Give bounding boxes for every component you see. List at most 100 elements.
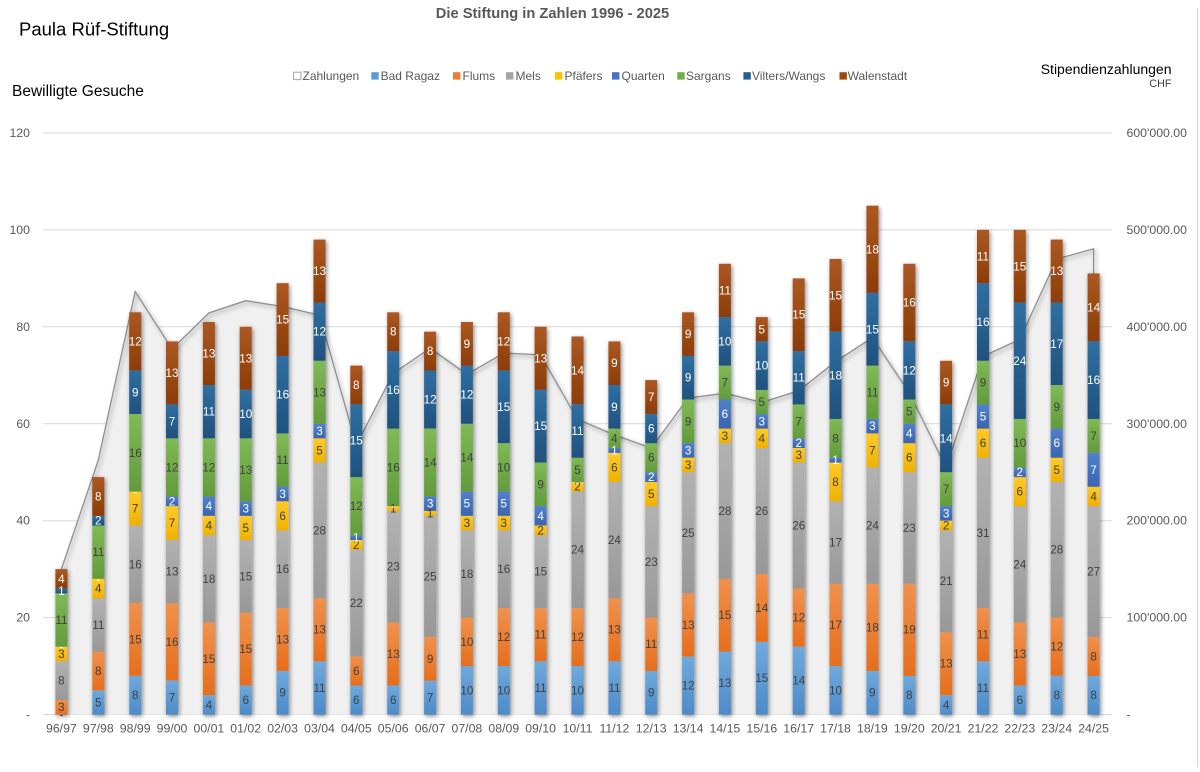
svg-text:14: 14	[792, 675, 806, 688]
svg-text:5: 5	[1053, 464, 1060, 477]
svg-text:Zahlungen: Zahlungen	[303, 69, 360, 83]
svg-text:4: 4	[537, 510, 544, 523]
svg-text:09/10: 09/10	[525, 722, 556, 736]
svg-text:12: 12	[497, 631, 510, 644]
svg-text:16: 16	[165, 636, 178, 649]
svg-text:11: 11	[793, 372, 805, 385]
svg-text:8: 8	[58, 675, 65, 688]
svg-text:24/25: 24/25	[1078, 722, 1109, 736]
svg-text:5: 5	[464, 498, 471, 511]
svg-text:9: 9	[685, 328, 692, 341]
svg-text:3: 3	[316, 425, 323, 438]
svg-text:6: 6	[353, 694, 360, 707]
svg-text:14/15: 14/15	[710, 722, 741, 736]
svg-text:21: 21	[940, 575, 953, 588]
svg-text:7: 7	[943, 483, 950, 496]
svg-text:24: 24	[571, 544, 585, 557]
svg-text:4: 4	[611, 432, 618, 445]
svg-text:15: 15	[350, 435, 364, 448]
svg-text:5: 5	[95, 696, 102, 709]
svg-text:04/05: 04/05	[341, 722, 372, 736]
svg-text:500'000.00: 500'000.00	[1127, 223, 1188, 237]
svg-text:Bewilligte Gesuche: Bewilligte Gesuche	[12, 83, 144, 100]
svg-text:5: 5	[242, 522, 249, 535]
svg-text:Stipendienzahlungen: Stipendienzahlungen	[1041, 61, 1172, 77]
svg-text:3: 3	[685, 459, 692, 472]
svg-text:00/01: 00/01	[194, 722, 225, 736]
svg-text:15: 15	[534, 420, 548, 433]
svg-text:2: 2	[943, 520, 950, 533]
svg-text:24: 24	[1013, 355, 1027, 368]
svg-text:13: 13	[940, 658, 953, 671]
svg-text:27: 27	[1087, 566, 1100, 579]
svg-text:15: 15	[497, 401, 511, 414]
svg-text:40: 40	[16, 514, 30, 528]
svg-text:13: 13	[1013, 648, 1026, 661]
svg-text:16: 16	[903, 297, 916, 310]
svg-text:6: 6	[722, 408, 729, 421]
svg-text:12: 12	[571, 631, 584, 644]
svg-text:5: 5	[316, 444, 323, 457]
svg-text:7: 7	[1090, 430, 1097, 443]
svg-text:1: 1	[353, 532, 360, 545]
svg-text:16: 16	[1087, 374, 1100, 387]
svg-text:02/03: 02/03	[267, 722, 298, 736]
svg-text:3: 3	[58, 648, 65, 661]
svg-text:Die Stiftung in Zahlen 1996 -: Die Stiftung in Zahlen 1996 - 2025	[436, 6, 669, 22]
svg-text:-: -	[59, 709, 63, 722]
svg-text:9: 9	[279, 687, 286, 700]
svg-text:15: 15	[829, 289, 843, 302]
svg-text:4: 4	[906, 427, 913, 440]
svg-text:15: 15	[202, 653, 216, 666]
svg-text:5: 5	[574, 464, 581, 477]
svg-text:10: 10	[460, 684, 474, 697]
svg-text:11/12: 11/12	[599, 722, 629, 736]
svg-text:24: 24	[1013, 558, 1027, 571]
svg-text:12: 12	[1050, 641, 1063, 654]
svg-text:7: 7	[169, 415, 176, 428]
svg-text:07/08: 07/08	[452, 722, 483, 736]
svg-text:13: 13	[387, 648, 400, 661]
svg-text:10: 10	[497, 684, 511, 697]
svg-text:13: 13	[313, 265, 326, 278]
svg-text:11: 11	[92, 619, 104, 632]
svg-text:15: 15	[792, 309, 806, 322]
svg-text:18: 18	[866, 243, 879, 256]
svg-text:15: 15	[239, 570, 253, 583]
svg-text:4: 4	[1090, 490, 1097, 503]
svg-text:4: 4	[206, 520, 213, 533]
svg-text:4: 4	[943, 699, 950, 712]
svg-text:Vilters/Wangs: Vilters/Wangs	[752, 69, 825, 83]
svg-text:400'000.00: 400'000.00	[1127, 320, 1188, 334]
svg-text:19/20: 19/20	[894, 722, 925, 736]
svg-text:-: -	[96, 573, 100, 586]
svg-text:26: 26	[792, 520, 805, 533]
svg-text:11: 11	[719, 285, 731, 298]
svg-text:7: 7	[1090, 464, 1097, 477]
svg-text:12: 12	[424, 394, 437, 407]
svg-text:25: 25	[682, 527, 696, 540]
svg-text:11: 11	[977, 251, 989, 264]
svg-text:11: 11	[277, 454, 289, 467]
svg-text:3: 3	[279, 488, 286, 501]
svg-text:10: 10	[718, 335, 732, 348]
svg-text:8: 8	[95, 665, 102, 678]
svg-text:21/22: 21/22	[968, 722, 999, 736]
svg-text:28: 28	[718, 505, 731, 518]
svg-text:12: 12	[460, 389, 473, 402]
svg-text:13: 13	[239, 352, 252, 365]
svg-text:7: 7	[869, 444, 876, 457]
svg-text:11: 11	[977, 682, 989, 695]
svg-text:Mels: Mels	[516, 69, 541, 83]
svg-text:16: 16	[497, 563, 510, 576]
svg-text:9: 9	[464, 338, 471, 351]
svg-text:7: 7	[169, 692, 176, 705]
svg-text:11: 11	[866, 386, 878, 399]
svg-text:9: 9	[611, 401, 618, 414]
svg-text:15: 15	[866, 323, 880, 336]
svg-text:18: 18	[829, 369, 842, 382]
svg-text:6: 6	[1017, 694, 1024, 707]
svg-text:18: 18	[460, 568, 473, 581]
svg-text:7: 7	[169, 517, 176, 530]
svg-text:1: 1	[58, 585, 65, 598]
